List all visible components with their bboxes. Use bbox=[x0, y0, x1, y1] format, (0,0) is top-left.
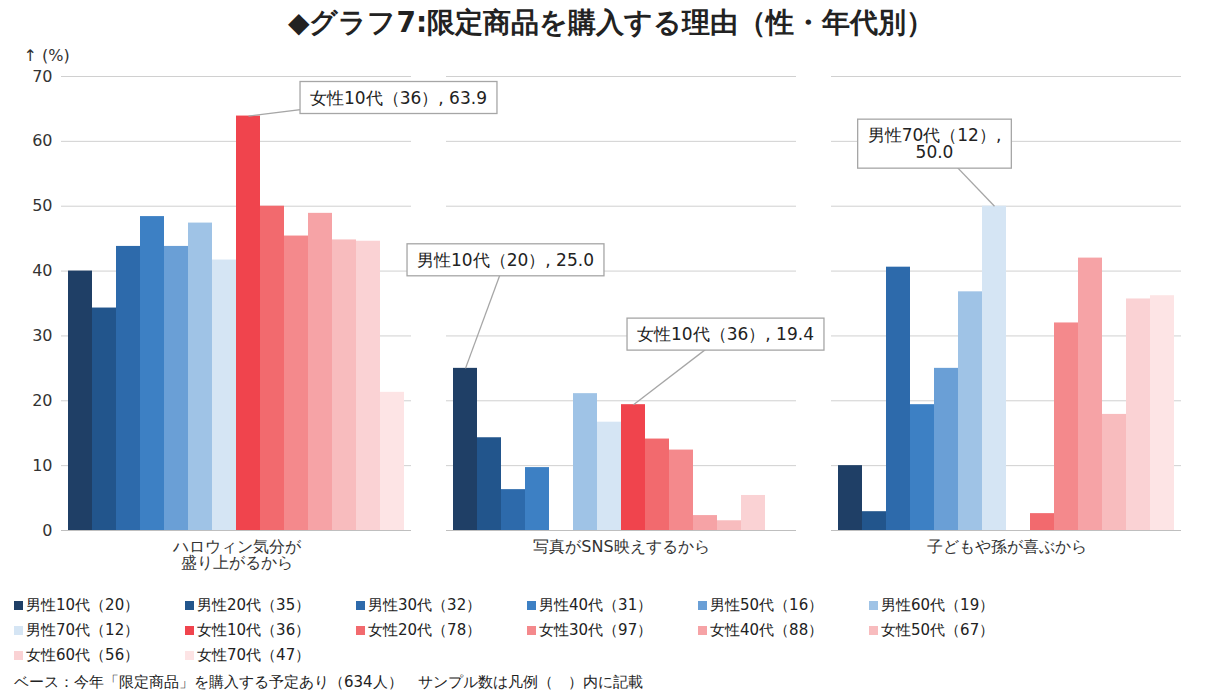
svg-text:↑ (%): ↑ (%) bbox=[24, 46, 70, 65]
html-text:男性50代（16）: 男性50代（16） bbox=[710, 596, 824, 614]
svg-text:写真がSNS映えするから: 写真がSNS映えするから bbox=[533, 537, 709, 556]
html-text:男性10代（20）: 男性10代（20） bbox=[26, 596, 140, 614]
html-text:男性30代（32）: 男性30代（32） bbox=[368, 596, 482, 614]
html-text:女性20代（78）: 女性20代（78） bbox=[368, 621, 482, 639]
html-text:男性70代（12）: 男性70代（12） bbox=[26, 621, 140, 639]
svg-text:60: 60 bbox=[32, 131, 52, 150]
html-text:女性30代（97）: 女性30代（97） bbox=[539, 621, 653, 639]
html-text:男性60代（19）: 男性60代（19） bbox=[881, 596, 995, 614]
html-text:女性50代（67）: 女性50代（67） bbox=[881, 621, 995, 639]
svg-text:30: 30 bbox=[32, 326, 52, 345]
svg-text:10: 10 bbox=[32, 456, 52, 475]
svg-text:50: 50 bbox=[32, 196, 52, 215]
svg-text:女性10代（36）, 19.4: 女性10代（36）, 19.4 bbox=[637, 324, 814, 344]
svg-text:男性10代（20）, 25.0: 男性10代（20）, 25.0 bbox=[417, 250, 594, 270]
html-text:女性70代（47）: 女性70代（47） bbox=[197, 646, 311, 664]
svg-text:男性70代（12）,50.0: 男性70代（12）,50.0 bbox=[868, 125, 1002, 162]
html-text:◆グラフ7:限定商品を購入する理由（性・年代別）: ◆グラフ7:限定商品を購入する理由（性・年代別） bbox=[287, 6, 935, 39]
html-text:男性20代（35）: 男性20代（35） bbox=[197, 596, 311, 614]
html-text:女性40代（88）: 女性40代（88） bbox=[710, 621, 824, 639]
html-text:女性60代（56）: 女性60代（56） bbox=[26, 646, 140, 664]
svg-text:20: 20 bbox=[32, 391, 52, 410]
svg-text:70: 70 bbox=[32, 67, 52, 86]
svg-text:ハロウィン気分が盛り上がるから: ハロウィン気分が盛り上がるから bbox=[172, 537, 302, 572]
html-text:男性40代（31）: 男性40代（31） bbox=[539, 596, 653, 614]
svg-text:子どもや孫が喜ぶから: 子どもや孫が喜ぶから bbox=[927, 537, 1087, 556]
html-text:ベース：今年「限定商品」を購入する予定あり（634人） サン: ベース：今年「限定商品」を購入する予定あり（634人） サンプル数は凡例（ ）内… bbox=[14, 673, 643, 691]
svg-text:0: 0 bbox=[42, 521, 52, 540]
svg-text:女性10代（36）, 63.9: 女性10代（36）, 63.9 bbox=[310, 88, 487, 108]
html-text:女性10代（36）: 女性10代（36） bbox=[197, 621, 311, 639]
svg-text:40: 40 bbox=[32, 261, 52, 280]
